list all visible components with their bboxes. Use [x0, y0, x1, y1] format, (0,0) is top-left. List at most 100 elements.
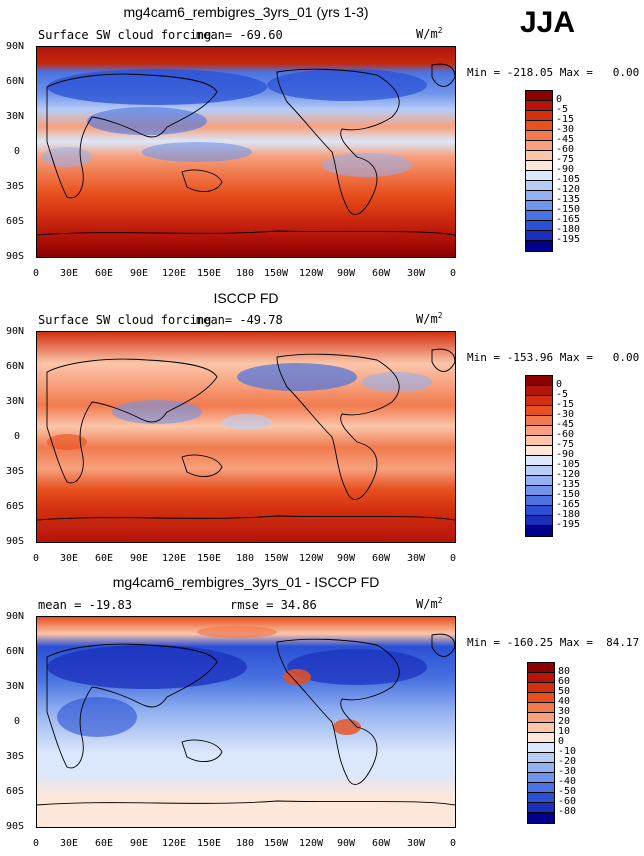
panel3-lon-tick: 90W [337, 838, 356, 849]
panel2-variable-label: Surface SW cloud forcing [38, 313, 212, 327]
colorbar-swatch [526, 231, 552, 241]
panel2-lon-tick: 0 [33, 553, 40, 564]
panel2-lon-tick: 180 [236, 553, 255, 564]
panel2-lat-tick: 30S [6, 466, 25, 477]
panel1-lat-tick: 60S [6, 216, 25, 227]
colorbar-swatch [528, 673, 554, 683]
colorbar-swatch [528, 783, 554, 793]
panel2-colorbar [525, 375, 553, 537]
colorbar-swatch [526, 396, 552, 406]
colorbar-swatch [528, 663, 554, 673]
colorbar-swatch [528, 683, 554, 693]
colorbar-label: -165 [556, 499, 581, 510]
colorbar-swatch [528, 793, 554, 803]
colorbar-label: -30 [558, 766, 577, 777]
panel3-arctic-positive-patch [197, 626, 277, 638]
panel3-title: mg4cam6_rembigres_3yrs_01 - ISCCP FD [112, 574, 380, 590]
panel1-mean-label: mean= [196, 28, 233, 42]
colorbar-swatch [528, 803, 554, 813]
panel3-lat-tick: 30S [6, 751, 25, 762]
colorbar-swatch [526, 436, 552, 446]
colorbar-label: -30 [556, 409, 575, 420]
colorbar-swatch [526, 456, 552, 466]
panel2-units-sup: 2 [437, 311, 443, 320]
panel3-lat-tick: 60N [6, 646, 25, 657]
colorbar-label: -135 [556, 479, 581, 490]
panel1-lon-tick: 30E [60, 268, 79, 279]
colorbar-swatch [528, 763, 554, 773]
panel1-lon-tick: 0 [450, 268, 457, 279]
panel2-map [36, 331, 456, 543]
panel2-units: W/m [416, 312, 438, 326]
panel2-lon-tick: 0 [450, 553, 457, 564]
colorbar-swatch [526, 376, 552, 386]
panel2-lat-tick: 60N [6, 361, 25, 372]
colorbar-swatch [526, 151, 552, 161]
panel2-lat-tick: 30N [6, 396, 25, 407]
colorbar-label: 50 [558, 686, 571, 697]
panel3-east-pacific-positive-patch [333, 719, 361, 735]
colorbar-label: 10 [558, 726, 571, 737]
colorbar-swatch [528, 713, 554, 723]
panel2-lon-tick: 90E [130, 553, 149, 564]
colorbar-label: -75 [556, 439, 575, 450]
panel1-title: mg4cam6_rembigres_3yrs_01 (yrs 1-3) [123, 4, 369, 20]
panel1-lon-tick: 60W [372, 268, 391, 279]
panel3-north-america-bias-patch [287, 649, 427, 685]
colorbar-swatch [526, 101, 552, 111]
panel3-lon-tick: 0 [450, 838, 457, 849]
panel2-lon-tick: 120E [162, 553, 187, 564]
colorbar-label: -20 [558, 756, 577, 767]
panel2-west-pacific-patch [222, 414, 272, 430]
panel1-mean-value: -69.60 [239, 28, 283, 42]
colorbar-label: 0 [556, 94, 563, 105]
panel2-lat-tick: 90S [6, 536, 25, 547]
colorbar-swatch [526, 526, 552, 536]
colorbar-label: 0 [556, 379, 563, 390]
colorbar-label: -105 [556, 459, 581, 470]
panel2-mean-label: mean= [196, 313, 233, 327]
panel2-map-svg [37, 332, 455, 542]
colorbar-label: -105 [556, 174, 581, 185]
colorbar-swatch [526, 466, 552, 476]
panel1-units: W/m [416, 27, 438, 41]
colorbar-label: -60 [558, 796, 577, 807]
colorbar-label: 40 [558, 696, 571, 707]
panel1-lat-tick: 0 [14, 146, 21, 157]
panel3-max-value: 84.17 [606, 636, 640, 649]
panel2-lon-tick: 150W [264, 553, 289, 564]
panel3-lon-tick: 150W [264, 838, 289, 849]
colorbar-swatch [526, 496, 552, 506]
panel2-lon-tick: 60E [95, 553, 114, 564]
colorbar-swatch [526, 211, 552, 221]
panel1-colorbar [525, 90, 553, 252]
panel1-coastlines [37, 63, 455, 236]
panel3-africa-bias-patch [57, 697, 137, 737]
panel3-coastlines [37, 633, 455, 806]
panel2-title: ISCCP FD [213, 290, 279, 306]
colorbar-swatch [526, 161, 552, 171]
panel1-max-value: 0.00 [612, 66, 640, 79]
colorbar-label: 30 [558, 706, 571, 717]
colorbar-swatch [528, 773, 554, 783]
panel1-lat-tick: 30N [6, 111, 25, 122]
colorbar-swatch [526, 91, 552, 101]
colorbar-swatch [526, 121, 552, 131]
colorbar-label: -150 [556, 489, 581, 500]
colorbar-label: -195 [556, 234, 581, 245]
panel3-eurasia-bias-patch [47, 645, 247, 689]
panel3-mean-label: mean = [38, 598, 82, 612]
colorbar-swatch [526, 476, 552, 486]
season-label: JJA [520, 6, 576, 39]
panel3-max-label: Max = [559, 636, 593, 649]
colorbar-label: -45 [556, 134, 575, 145]
panel3-rmse-label: rmse = [230, 598, 274, 612]
panel1-amazon-patch [322, 153, 412, 177]
colorbar-swatch [528, 723, 554, 733]
colorbar-label: -5 [556, 104, 569, 115]
panel1-eurasia-cloud-patch [47, 69, 267, 105]
panel1-warm-pool-patch [142, 142, 252, 162]
panel3-lon-tick: 30W [407, 838, 426, 849]
colorbar-swatch [526, 506, 552, 516]
panel1-lat-tick: 60N [6, 76, 25, 87]
